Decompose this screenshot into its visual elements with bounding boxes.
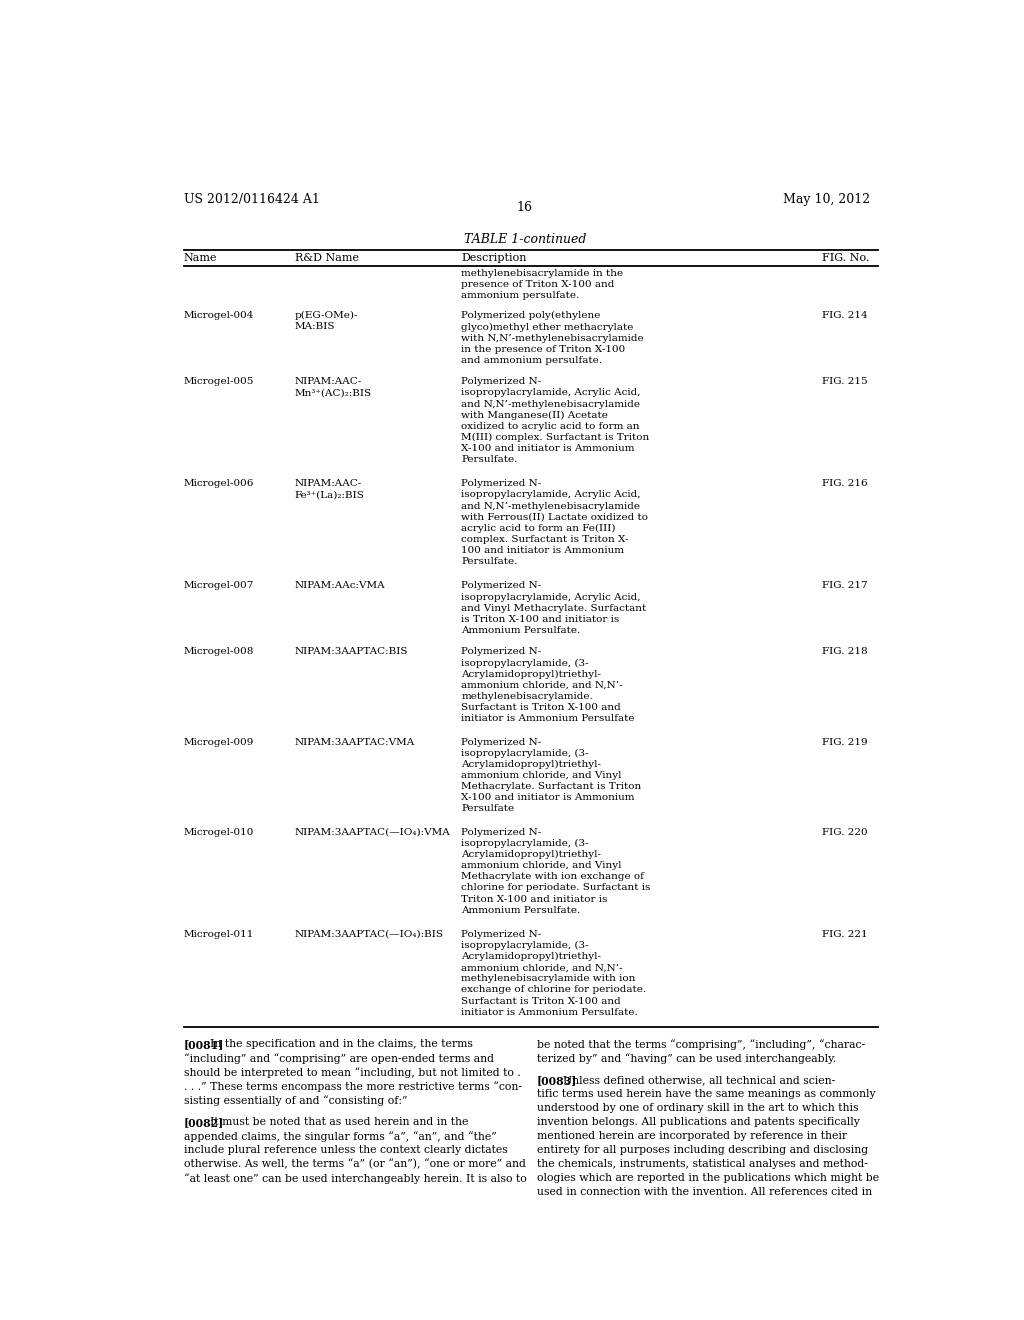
Text: Microgel-007: Microgel-007 xyxy=(183,581,254,590)
Text: Polymerized N-
isopropylacrylamide, Acrylic Acid,
and N,N’-methylenebisacrylamid: Polymerized N- isopropylacrylamide, Acry… xyxy=(461,378,649,465)
Text: Microgel-005: Microgel-005 xyxy=(183,378,254,387)
Text: Unless defined otherwise, all technical and scien-: Unless defined otherwise, all technical … xyxy=(563,1074,836,1085)
Text: Microgel-004: Microgel-004 xyxy=(183,312,254,321)
Text: appended claims, the singular forms “a”, “an”, and “the”: appended claims, the singular forms “a”,… xyxy=(183,1131,497,1142)
Text: FIG. 220: FIG. 220 xyxy=(822,828,868,837)
Text: NIPAM:3AAPTAC:BIS: NIPAM:3AAPTAC:BIS xyxy=(295,648,409,656)
Text: [0081]: [0081] xyxy=(183,1039,224,1049)
Text: May 10, 2012: May 10, 2012 xyxy=(783,193,870,206)
Text: Description: Description xyxy=(461,253,526,263)
Text: entirety for all purposes including describing and disclosing: entirety for all purposes including desc… xyxy=(537,1146,867,1155)
Text: FIG. 221: FIG. 221 xyxy=(822,929,868,939)
Text: Microgel-011: Microgel-011 xyxy=(183,929,254,939)
Text: Microgel-010: Microgel-010 xyxy=(183,828,254,837)
Text: otherwise. As well, the terms “a” (or “an”), “one or more” and: otherwise. As well, the terms “a” (or “a… xyxy=(183,1159,525,1170)
Text: the chemicals, instruments, statistical analyses and method-: the chemicals, instruments, statistical … xyxy=(537,1159,867,1170)
Text: Polymerized N-
isopropylacrylamide, (3-
Acrylamidopropyl)triethyl-
ammonium chlo: Polymerized N- isopropylacrylamide, (3- … xyxy=(461,648,635,723)
Text: “including” and “comprising” are open-ended terms and: “including” and “comprising” are open-en… xyxy=(183,1053,494,1064)
Text: NIPAM:AAC-
Mn³⁺(AC)₂:BIS: NIPAM:AAC- Mn³⁺(AC)₂:BIS xyxy=(295,378,372,397)
Text: 16: 16 xyxy=(517,201,532,214)
Text: Microgel-008: Microgel-008 xyxy=(183,648,254,656)
Text: Microgel-009: Microgel-009 xyxy=(183,738,254,747)
Text: be noted that the terms “comprising”, “including”, “charac-: be noted that the terms “comprising”, “i… xyxy=(537,1039,865,1049)
Text: include plural reference unless the context clearly dictates: include plural reference unless the cont… xyxy=(183,1146,507,1155)
Text: FIG. No.: FIG. No. xyxy=(822,253,869,263)
Text: sisting essentially of and “consisting of:”: sisting essentially of and “consisting o… xyxy=(183,1094,408,1106)
Text: ologies which are reported in the publications which might be: ologies which are reported in the public… xyxy=(537,1173,879,1183)
Text: US 2012/0116424 A1: US 2012/0116424 A1 xyxy=(183,193,319,206)
Text: In the specification and in the claims, the terms: In the specification and in the claims, … xyxy=(210,1039,473,1049)
Text: should be interpreted to mean “including, but not limited to .: should be interpreted to mean “including… xyxy=(183,1067,520,1077)
Text: invention belongs. All publications and patents specifically: invention belongs. All publications and … xyxy=(537,1117,859,1127)
Text: used in connection with the invention. All references cited in: used in connection with the invention. A… xyxy=(537,1187,871,1197)
Text: [0082]: [0082] xyxy=(183,1117,224,1129)
Text: Polymerized N-
isopropylacrylamide, Acrylic Acid,
and Vinyl Methacrylate. Surfac: Polymerized N- isopropylacrylamide, Acry… xyxy=(461,581,646,635)
Text: NIPAM:3AAPTAC(—IO₄):VMA: NIPAM:3AAPTAC(—IO₄):VMA xyxy=(295,828,451,837)
Text: Polymerized N-
isopropylacrylamide, Acrylic Acid,
and N,N’-methylenebisacrylamid: Polymerized N- isopropylacrylamide, Acry… xyxy=(461,479,648,566)
Text: Name: Name xyxy=(183,253,217,263)
Text: TABLE 1-continued: TABLE 1-continued xyxy=(464,232,586,246)
Text: p(EG-OMe)-
MA:BIS: p(EG-OMe)- MA:BIS xyxy=(295,312,358,331)
Text: It must be noted that as used herein and in the: It must be noted that as used herein and… xyxy=(210,1117,468,1127)
Text: NIPAM:AAC-
Fe³⁺(La)₂:BIS: NIPAM:AAC- Fe³⁺(La)₂:BIS xyxy=(295,479,365,499)
Text: . . .” These terms encompass the more restrictive terms “con-: . . .” These terms encompass the more re… xyxy=(183,1081,521,1092)
Text: NIPAM:3AAPTAC(—IO₄):BIS: NIPAM:3AAPTAC(—IO₄):BIS xyxy=(295,929,443,939)
Text: FIG. 219: FIG. 219 xyxy=(822,738,868,747)
Text: mentioned herein are incorporated by reference in their: mentioned herein are incorporated by ref… xyxy=(537,1131,847,1140)
Text: “at least one” can be used interchangeably herein. It is also to: “at least one” can be used interchangeab… xyxy=(183,1173,526,1184)
Text: FIG. 217: FIG. 217 xyxy=(822,581,868,590)
Text: tific terms used herein have the same meanings as commonly: tific terms used herein have the same me… xyxy=(537,1089,876,1100)
Text: Polymerized N-
isopropylacrylamide, (3-
Acrylamidopropyl)triethyl-
ammonium chlo: Polymerized N- isopropylacrylamide, (3- … xyxy=(461,929,646,1016)
Text: Polymerized N-
isopropylacrylamide, (3-
Acrylamidopropyl)triethyl-
ammonium chlo: Polymerized N- isopropylacrylamide, (3- … xyxy=(461,828,650,915)
Text: Polymerized N-
isopropylacrylamide, (3-
Acrylamidopropyl)triethyl-
ammonium chlo: Polymerized N- isopropylacrylamide, (3- … xyxy=(461,738,642,813)
Text: FIG. 215: FIG. 215 xyxy=(822,378,868,387)
Text: methylenebisacrylamide in the
presence of Triton X-100 and
ammonium persulfate.: methylenebisacrylamide in the presence o… xyxy=(461,269,624,301)
Text: FIG. 214: FIG. 214 xyxy=(822,312,868,321)
Text: Polymerized poly(ethylene
glyco)methyl ether methacrylate
with N,N’-methylenebis: Polymerized poly(ethylene glyco)methyl e… xyxy=(461,312,644,364)
Text: understood by one of ordinary skill in the art to which this: understood by one of ordinary skill in t… xyxy=(537,1104,858,1113)
Text: terized by” and “having” can be used interchangeably.: terized by” and “having” can be used int… xyxy=(537,1053,836,1064)
Text: FIG. 218: FIG. 218 xyxy=(822,648,868,656)
Text: R&D Name: R&D Name xyxy=(295,253,358,263)
Text: FIG. 216: FIG. 216 xyxy=(822,479,868,488)
Text: NIPAM:3AAPTAC:VMA: NIPAM:3AAPTAC:VMA xyxy=(295,738,415,747)
Text: Microgel-006: Microgel-006 xyxy=(183,479,254,488)
Text: NIPAM:AAc:VMA: NIPAM:AAc:VMA xyxy=(295,581,385,590)
Text: [0083]: [0083] xyxy=(537,1074,578,1086)
